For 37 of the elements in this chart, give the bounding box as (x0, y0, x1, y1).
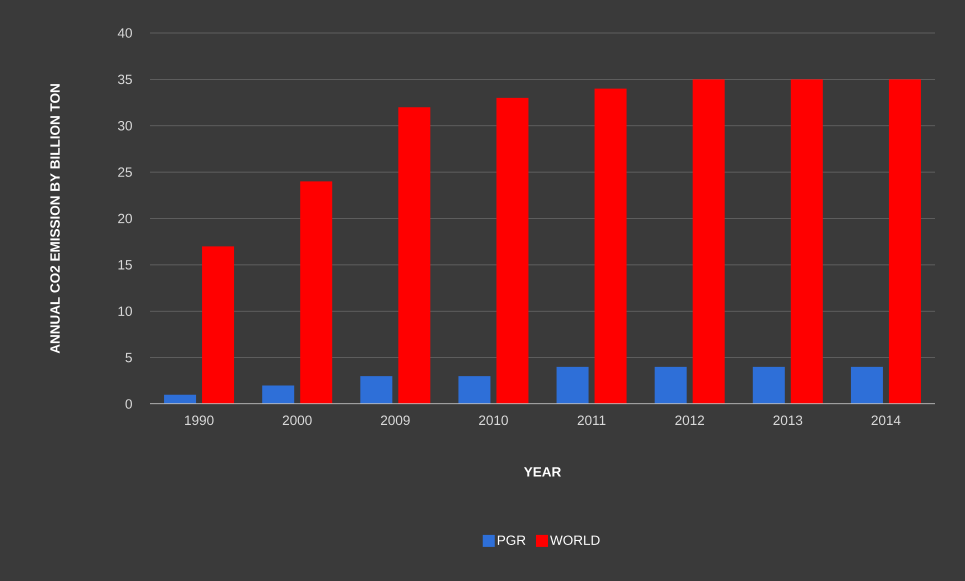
bar (594, 88, 627, 404)
y-tick-label: 30 (118, 120, 132, 131)
bar (496, 98, 528, 404)
bar (790, 79, 823, 404)
bar (752, 366, 785, 404)
y-axis-title: ANNUAL CO2 EMISSION BY BILLION TON (50, 84, 60, 354)
y-tick-label: 20 (118, 214, 132, 224)
bar (888, 79, 921, 404)
x-tick-label: 2000 (282, 416, 312, 426)
x-tick-label: 1990 (185, 416, 214, 426)
y-tick-label: 35 (118, 74, 132, 84)
y-tick-label: 0 (126, 399, 132, 409)
legend-label: WORLD (550, 535, 600, 545)
x-tick-label: 2014 (872, 416, 901, 426)
x-tick-label: 2011 (578, 416, 606, 426)
bar (850, 366, 883, 404)
bar (654, 366, 687, 404)
bar (164, 394, 196, 404)
bar (262, 385, 294, 404)
x-tick-label: 2009 (380, 416, 410, 426)
bar (300, 181, 332, 404)
y-tick-label: 5 (126, 352, 132, 362)
legend-label: PGR (498, 535, 526, 545)
y-tick-label: 10 (118, 306, 132, 316)
bar (692, 79, 725, 404)
y-tick-label: 25 (118, 167, 132, 177)
y-tick-label: 40 (118, 28, 132, 38)
x-tick-label: 2010 (479, 416, 508, 426)
bar (556, 366, 589, 404)
x-tick-label: 2012 (675, 416, 704, 426)
x-axis-title: YEAR (524, 467, 561, 477)
bar (398, 107, 430, 404)
y-tick-label: 15 (118, 260, 132, 270)
bar (458, 376, 490, 404)
x-tick-label: 2013 (773, 416, 802, 426)
bar (360, 376, 392, 404)
bar (202, 246, 234, 404)
